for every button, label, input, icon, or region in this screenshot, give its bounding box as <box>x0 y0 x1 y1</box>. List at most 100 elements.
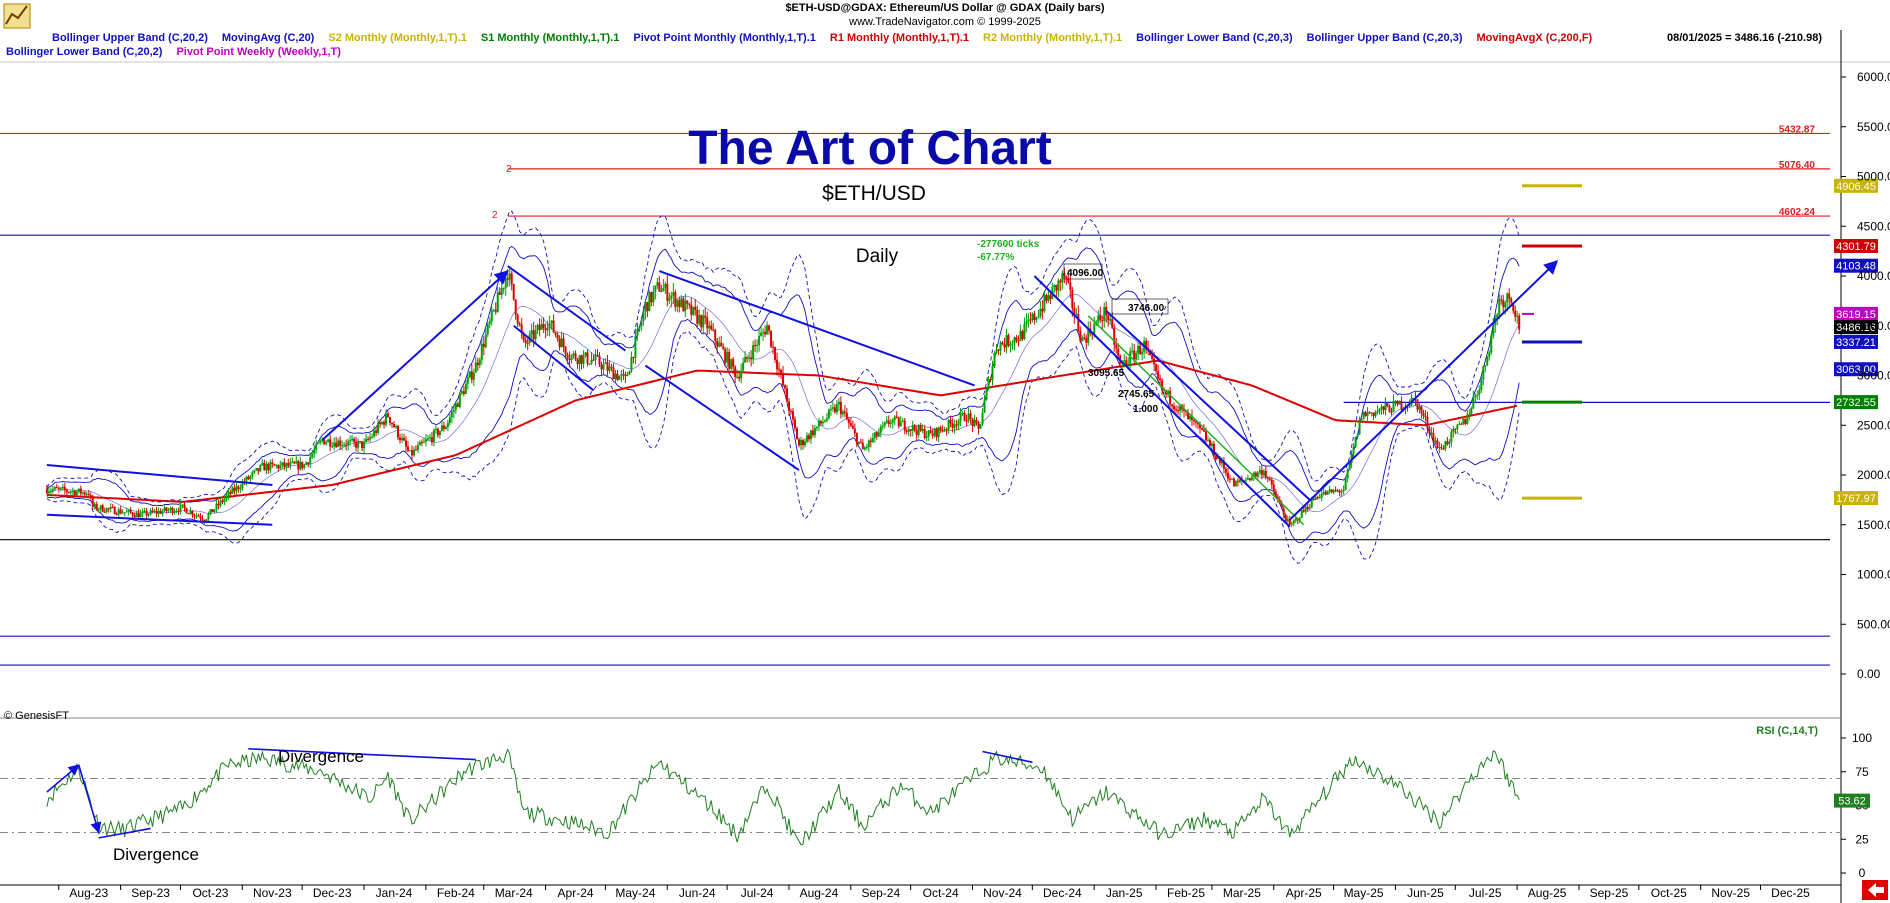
candle-body <box>951 423 954 428</box>
candle-body <box>772 346 775 348</box>
candle-body <box>133 515 136 518</box>
candle-body <box>153 510 156 512</box>
candle-body <box>861 442 864 450</box>
candle-body <box>1354 436 1357 447</box>
candle-body <box>624 374 627 377</box>
legend-item: Bollinger Upper Band (C,20,3) <box>1306 32 1463 44</box>
candle-body <box>855 433 858 445</box>
candle-body <box>857 441 860 445</box>
pivot-value-label: 3337.21 <box>1836 337 1876 349</box>
candle-body <box>1318 497 1321 499</box>
candle-body <box>602 363 605 370</box>
candle-body <box>412 449 415 456</box>
candle-body <box>151 510 154 512</box>
candle-body <box>1366 412 1369 416</box>
candle-body <box>1482 366 1485 381</box>
candle-body <box>744 356 747 363</box>
candle-body <box>724 348 727 363</box>
candle-body <box>598 355 601 365</box>
candle-body <box>1502 300 1505 308</box>
scroll-right-button[interactable] <box>1862 880 1888 900</box>
candle-body <box>704 315 707 318</box>
candle-body <box>871 438 874 443</box>
candle-body <box>766 325 769 335</box>
candle-body <box>225 495 228 499</box>
candle-body <box>1087 328 1090 343</box>
candle-body <box>674 292 677 307</box>
candle-body <box>141 511 144 514</box>
candle-body <box>1135 353 1138 360</box>
candle-body <box>101 505 104 512</box>
candle-body <box>706 317 709 329</box>
candle-body <box>768 325 771 331</box>
candle-body <box>253 470 256 473</box>
candle-body <box>903 420 906 431</box>
candle-body <box>756 344 759 346</box>
candle-body <box>1512 302 1515 311</box>
candle-body <box>201 518 204 521</box>
main-title-text: The Art of Chart <box>688 122 1052 175</box>
month-tick-label: Jun-25 <box>1407 886 1444 900</box>
price-marker-text: 3746.00 <box>1128 303 1165 314</box>
candle-body <box>1294 518 1297 521</box>
candle-body <box>239 488 242 490</box>
candle-body <box>786 388 789 402</box>
pivot-value-badge <box>1834 178 1878 193</box>
bollinger-band-line <box>46 318 1520 544</box>
month-tick-label: Nov-23 <box>253 886 292 900</box>
candle-body <box>438 430 441 436</box>
legend-item: R2 Monthly (Monthly,1,T).1 <box>983 32 1123 44</box>
candle-body <box>939 427 942 431</box>
candle-body <box>945 429 948 431</box>
candle-body <box>698 315 701 324</box>
candle-body <box>971 418 974 427</box>
candle-body <box>1031 313 1034 320</box>
month-tick-label: Dec-25 <box>1771 886 1810 900</box>
price-grid <box>0 30 1890 903</box>
candle-body <box>357 441 360 448</box>
candle-body <box>1200 427 1203 430</box>
legend-item: Bollinger Lower Band (C,20,3) <box>1136 32 1293 44</box>
candle-body <box>1408 405 1411 407</box>
candle-body <box>502 287 505 289</box>
rsi-tick-label: 0 <box>1859 866 1866 880</box>
indicator-legend-row-1: Bollinger Upper Band (C,20,2) MovingAvg (… <box>52 32 1606 44</box>
price-tick-label: 1500.00 <box>1857 518 1890 532</box>
candle-body <box>762 331 765 333</box>
candle-body <box>600 364 603 370</box>
candle-body <box>387 413 390 418</box>
candle-body <box>965 420 968 422</box>
candle-body <box>1484 365 1487 367</box>
month-tick-label: Aug-24 <box>800 886 839 900</box>
trendline <box>644 364 800 471</box>
candle-body <box>620 374 623 377</box>
candle-body <box>251 472 254 477</box>
candle-body <box>488 321 491 325</box>
candle-body <box>1376 411 1379 413</box>
candle-body <box>917 425 920 435</box>
candle-body <box>746 356 749 359</box>
candle-body <box>622 374 625 376</box>
candle-body <box>1173 405 1176 410</box>
candle-body <box>355 441 358 448</box>
candle-body <box>1390 411 1393 413</box>
candle-body <box>1061 273 1064 283</box>
candle-body <box>1011 343 1014 345</box>
app-logo-icon <box>3 3 31 29</box>
candle-body <box>414 449 417 451</box>
price-tick-label: 5500.00 <box>1857 120 1890 134</box>
candle-body <box>1230 478 1233 480</box>
candle-body <box>317 442 320 444</box>
candle-body <box>442 425 445 430</box>
pivot-value-badge <box>1834 238 1878 253</box>
candle-body <box>271 462 274 464</box>
candle-body <box>209 509 212 514</box>
candle-body <box>468 371 471 378</box>
candle-body <box>1065 276 1068 279</box>
candle-body <box>929 430 932 434</box>
candle-body <box>967 413 970 422</box>
candle-body <box>263 462 266 471</box>
candle-body <box>1322 491 1325 494</box>
candle-body <box>1141 351 1144 355</box>
